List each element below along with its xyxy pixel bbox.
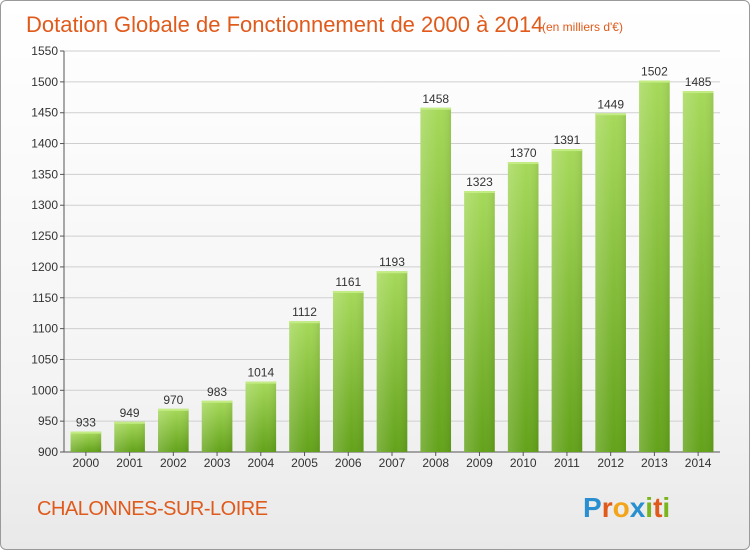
y-tick-label: 1250: [31, 229, 58, 243]
x-tick-label-2007: 2007: [379, 456, 406, 470]
y-tick-label: 1550: [31, 44, 58, 58]
bar-top-highlight-2007: [376, 271, 408, 274]
logo-letter: r: [602, 492, 613, 523]
value-label-2012: 1449: [597, 97, 624, 111]
y-tick-label: 1200: [31, 260, 58, 274]
proxiti-logo: Proxiti: [583, 492, 670, 523]
value-label-2005: 1112: [292, 305, 317, 319]
x-tick-label-2003: 2003: [204, 456, 231, 470]
chart-title: Dotation Globale de Fonctionnement de 20…: [26, 12, 543, 37]
value-label-2011: 1391: [554, 133, 581, 147]
x-tick-label-2012: 2012: [597, 456, 624, 470]
unit-note: (en milliers d'€): [542, 20, 623, 34]
bar-top-highlight-2001: [114, 421, 145, 424]
bar-top-highlight-2008: [420, 107, 452, 110]
bar-top-highlight-2004: [245, 381, 277, 384]
y-tick-label: 1350: [31, 167, 58, 181]
bar-top-highlight-2013: [639, 80, 670, 83]
logo-letter: i: [645, 492, 653, 523]
value-label-2014: 1485: [685, 75, 712, 89]
bar-top-highlight-2003: [201, 400, 233, 403]
bar-shade-2002: [158, 408, 189, 452]
bar-top-highlight-2002: [158, 408, 189, 411]
bar-top-highlight-2012: [595, 113, 626, 116]
y-tick-label: 900: [38, 445, 58, 459]
bar-shade-2004: [245, 381, 277, 452]
location-name: CHALONNES-SUR-LOIRE: [37, 498, 268, 520]
bar-shade-2009: [464, 191, 495, 452]
x-tick-label-2009: 2009: [466, 456, 493, 470]
bar-shade-2005: [289, 321, 320, 452]
y-tick-label: 1300: [31, 198, 58, 212]
x-tick-label-2011: 2011: [554, 456, 580, 470]
bar-shade-2003: [201, 400, 233, 452]
x-tick-label-2000: 2000: [73, 456, 100, 470]
x-tick-label-2001: 2001: [116, 456, 143, 470]
value-label-2002: 970: [163, 393, 183, 407]
x-tick-label-2002: 2002: [160, 456, 187, 470]
bar-top-highlight-2009: [464, 191, 495, 194]
value-label-2001: 949: [120, 406, 140, 420]
value-label-2010: 1370: [510, 146, 537, 160]
bar-shade-2008: [420, 107, 452, 452]
y-tick-label: 1050: [31, 352, 58, 366]
y-tick-label: 950: [38, 414, 58, 428]
axes: 900 950 1000 1050 1100 1150 1200 1250 1300 1350 14…: [31, 44, 720, 470]
bar-shade-2011: [551, 149, 583, 453]
value-label-2000: 933: [76, 416, 96, 430]
value-label-2006: 1161: [335, 275, 361, 289]
logo-letter: t: [653, 492, 662, 523]
bar-shade-2012: [595, 113, 626, 452]
value-label-2004: 1014: [247, 366, 274, 380]
bar-top-highlight-2014: [682, 91, 714, 94]
value-label-2003: 983: [207, 385, 227, 399]
bar-top-highlight-2010: [507, 162, 539, 165]
x-tick-label-2005: 2005: [291, 456, 318, 470]
logo-letter: i: [662, 492, 670, 523]
value-label-2008: 1458: [422, 92, 449, 106]
x-tick-label-2006: 2006: [335, 456, 362, 470]
bar-shade-2014: [682, 91, 714, 452]
value-label-2009: 1323: [466, 175, 493, 189]
bar-top-highlight-2000: [70, 431, 102, 434]
y-tick-label: 1400: [31, 137, 58, 151]
bar-shade-2007: [376, 271, 408, 452]
logo-letter: P: [583, 492, 602, 523]
bar-shade-2013: [639, 80, 670, 452]
bar-shade-2010: [507, 162, 539, 453]
y-tick-label: 1500: [31, 75, 58, 89]
x-tick-label-2008: 2008: [422, 456, 449, 470]
x-tick-label-2014: 2014: [685, 456, 712, 470]
bar-shade-2001: [114, 421, 145, 452]
y-tick-label: 1450: [31, 106, 58, 120]
y-tick-label: 1000: [31, 383, 58, 397]
x-tick-label-2010: 2010: [510, 456, 537, 470]
data-labels: 933 949 970 983 1014 1112 1161 1193 1458 1323 1370…: [76, 65, 712, 430]
bar-top-highlight-2011: [551, 149, 583, 152]
x-tick-label-2013: 2013: [641, 456, 668, 470]
bar-top-highlight-2006: [332, 290, 364, 293]
value-label-2013: 1502: [641, 65, 668, 79]
x-tick-label-2004: 2004: [247, 456, 274, 470]
bar-top-highlight-2005: [289, 321, 320, 324]
value-label-2007: 1193: [379, 255, 405, 269]
logo-letter: o: [613, 492, 630, 523]
y-tick-label: 1100: [32, 322, 58, 336]
logo-letter: x: [630, 492, 646, 523]
bar-shade-2000: [70, 431, 102, 452]
y-tick-label: 1150: [32, 291, 58, 305]
bar-shade-2006: [332, 290, 364, 452]
bars: [70, 80, 714, 453]
